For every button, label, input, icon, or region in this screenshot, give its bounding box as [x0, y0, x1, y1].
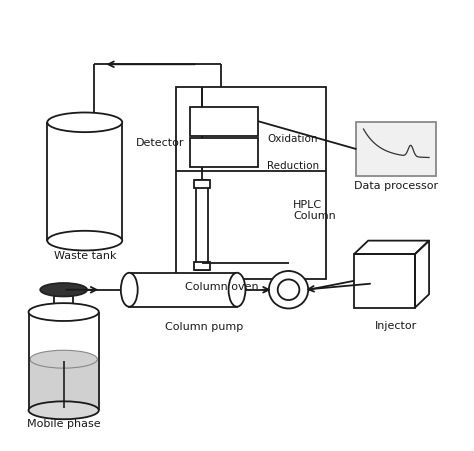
Text: Column oven: Column oven — [185, 281, 259, 291]
Ellipse shape — [228, 273, 246, 307]
Bar — [176, 87, 326, 279]
Bar — [354, 254, 415, 308]
Bar — [55, 297, 73, 313]
Text: Column pump: Column pump — [165, 321, 243, 331]
Ellipse shape — [47, 113, 122, 133]
Bar — [196, 181, 208, 270]
Ellipse shape — [121, 273, 137, 307]
Ellipse shape — [47, 231, 122, 251]
Text: Reduction: Reduction — [267, 161, 319, 170]
Ellipse shape — [30, 350, 97, 368]
Circle shape — [278, 280, 300, 300]
Bar — [190, 107, 258, 136]
Ellipse shape — [28, 304, 99, 321]
Circle shape — [269, 272, 308, 309]
Text: HPLC
Column: HPLC Column — [293, 199, 336, 221]
Text: Injector: Injector — [375, 320, 418, 330]
Text: Waste tank: Waste tank — [54, 250, 116, 260]
Bar — [194, 262, 210, 270]
Ellipse shape — [28, 401, 99, 419]
Bar — [356, 123, 436, 176]
Ellipse shape — [40, 283, 87, 297]
Text: Data processor: Data processor — [354, 181, 438, 191]
Bar — [190, 138, 258, 168]
Text: Oxidation: Oxidation — [267, 133, 318, 143]
Bar — [129, 273, 237, 307]
Bar — [194, 181, 210, 189]
Text: Mobile phase: Mobile phase — [27, 418, 100, 428]
Text: Detector: Detector — [136, 138, 184, 148]
